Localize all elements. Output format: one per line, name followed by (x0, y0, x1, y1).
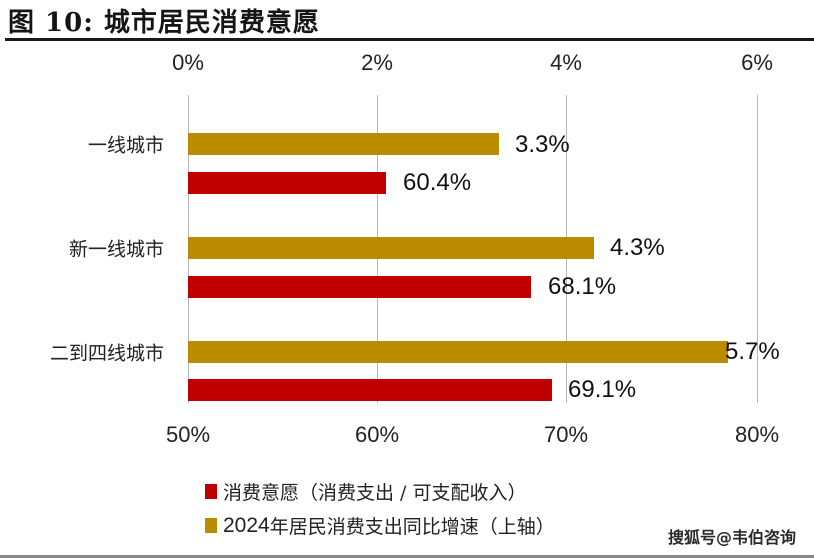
top-axis-tick: 6% (741, 50, 773, 75)
bar-growth-tier1 (188, 133, 499, 155)
bottom-axis-tick: 70% (543, 422, 589, 447)
category-label: 新一线城市 (68, 238, 164, 261)
bar-willingness-tier2to4 (188, 379, 552, 401)
top-axis-tick: 4% (550, 50, 582, 75)
value-label: 60.4% (403, 169, 472, 196)
bottom-axis-tick: 80% (734, 422, 780, 447)
top-axis-tick: 0% (172, 50, 204, 75)
bottom-axis-tick: 50% (165, 422, 211, 447)
legend-year: 2024 (223, 513, 270, 537)
category-label: 一线城市 (87, 134, 164, 157)
value-label: 69.1% (568, 376, 637, 403)
bar-willingness-newtier1 (188, 276, 531, 298)
value-label: 68.1% (548, 273, 617, 300)
bottom-axis-tick: 60% (354, 422, 400, 447)
top-axis-tick: 2% (361, 50, 393, 75)
category-label: 二到四线城市 (49, 342, 164, 365)
legend-item-growth: 2024 年居民消费支出同比增速（上轴） (205, 512, 555, 539)
legend-label: 消费意愿（消费支出 / 可支配收入） (223, 482, 527, 504)
watermark: 搜狐号@韦伯咨询 (667, 528, 796, 547)
chart-title: 图 10: 城市居民消费意愿 (8, 8, 320, 38)
bottom-divider (0, 555, 814, 558)
value-label: 4.3% (610, 234, 665, 261)
bar-growth-tier2to4 (188, 341, 728, 363)
legend-swatch-red (205, 484, 217, 499)
legend-item-willingness: 消费意愿（消费支出 / 可支配收入） (205, 478, 526, 505)
legend-label: 年居民消费支出同比增速（上轴） (269, 516, 555, 538)
title-divider (5, 38, 814, 41)
value-label: 3.3% (515, 131, 570, 158)
bar-willingness-tier1 (188, 172, 386, 194)
value-label: 5.7% (725, 338, 780, 365)
bar-growth-newtier1 (188, 237, 594, 259)
legend-swatch-gold (205, 518, 217, 533)
gridline (757, 95, 758, 403)
